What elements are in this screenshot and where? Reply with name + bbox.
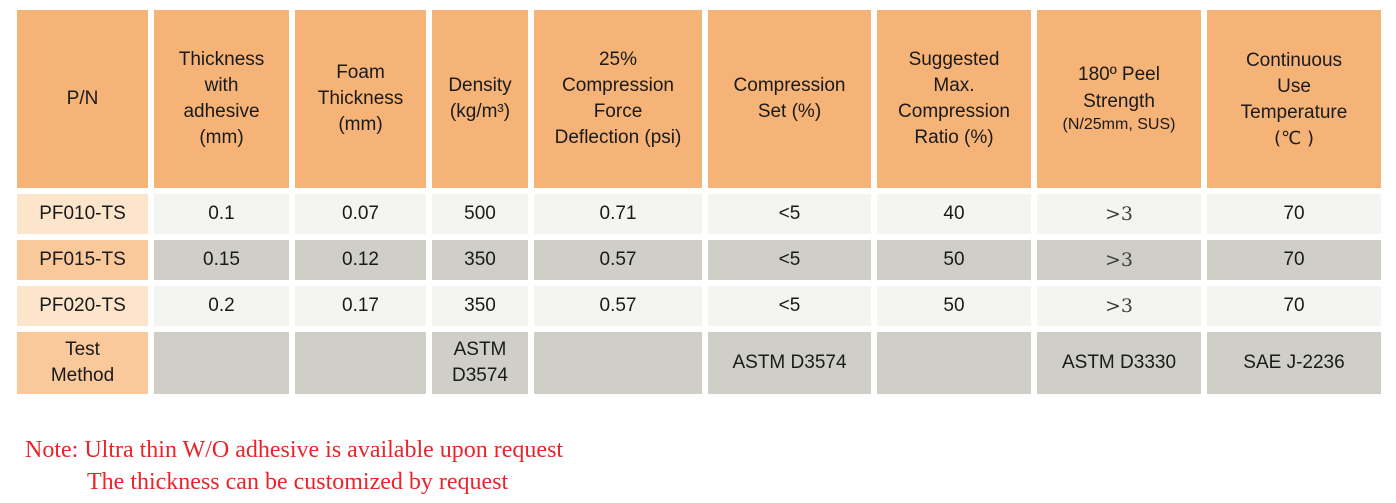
pn-cell: PF010-TS xyxy=(17,194,148,234)
cell-density: 350 xyxy=(432,286,528,326)
cell-max-compression-ratio: 50 xyxy=(877,240,1031,280)
cell-test-peel-strength: ASTM D3330 xyxy=(1037,332,1201,394)
cell-test-max-compression-ratio xyxy=(877,332,1031,394)
col-header-peel-strength: 180º Peel Strength (N/25mm, SUS) xyxy=(1037,10,1201,188)
cell-compression-set: <5 xyxy=(708,286,871,326)
cell-peel-strength: >3 xyxy=(1037,240,1201,280)
col-header-pn: P/N xyxy=(17,10,148,188)
col-header-thickness-with-adhesive: Thickness with adhesive (mm) xyxy=(154,10,289,188)
col-header-max-compression-ratio: Suggested Max. Compression Ratio (%) xyxy=(877,10,1031,188)
col-header-continuous-use-temperature: Continuous Use Temperature (℃ ) xyxy=(1207,10,1381,188)
cell-cfd: 0.57 xyxy=(534,286,702,326)
cell-foam-thickness: 0.12 xyxy=(295,240,426,280)
col-header-label: Foam Thickness (mm) xyxy=(317,61,404,136)
col-header-label: Suggested Max. Compression Ratio (%) xyxy=(898,48,1010,149)
spec-table: P/N Thickness with adhesive (mm) Foam Th… xyxy=(11,4,1387,400)
pn-cell: PF020-TS xyxy=(17,286,148,326)
col-header-label: 25% Compression Force Deflection (psi) xyxy=(554,48,682,149)
pn-cell: PF015-TS xyxy=(17,240,148,280)
cell-foam-thickness: 0.17 xyxy=(295,286,426,326)
cell-temperature: 70 xyxy=(1207,194,1381,234)
table-row-pf015: PF015-TS 0.15 0.12 350 0.57 <5 50 >3 70 xyxy=(17,240,1381,280)
cell-foam-thickness: 0.07 xyxy=(295,194,426,234)
cell-test-density: ASTM D3574 xyxy=(432,332,528,394)
cell-test-temperature: SAE J-2236 xyxy=(1207,332,1381,394)
cell-test-compression-set: ASTM D3574 xyxy=(708,332,871,394)
test-method-label: Test Method xyxy=(17,332,148,394)
cell-cfd: 0.71 xyxy=(534,194,702,234)
table-row-pf010: PF010-TS 0.1 0.07 500 0.71 <5 40 >3 70 xyxy=(17,194,1381,234)
cell-max-compression-ratio: 40 xyxy=(877,194,1031,234)
cell-test-cfd xyxy=(534,332,702,394)
cell-max-compression-ratio: 50 xyxy=(877,286,1031,326)
col-header-label: Density (kg/m³) xyxy=(448,74,512,122)
cell-temperature: 70 xyxy=(1207,240,1381,280)
cell-test-foam-thickness xyxy=(295,332,426,394)
cell-density: 500 xyxy=(432,194,528,234)
header-row: P/N Thickness with adhesive (mm) Foam Th… xyxy=(17,10,1381,188)
cell-cfd: 0.57 xyxy=(534,240,702,280)
cell-test-thickness xyxy=(154,332,289,394)
cell-thickness: 0.1 xyxy=(154,194,289,234)
note-line-2: The thickness can be customized by reque… xyxy=(87,469,509,496)
cell-compression-set: <5 xyxy=(708,194,871,234)
note-block: Note: Ultra thin W/O adhesive is availab… xyxy=(25,434,563,499)
col-header-label: Compression Set (%) xyxy=(733,74,846,122)
col-header-sublabel: (℃ ) xyxy=(1274,127,1314,149)
col-header-label: 180º Peel Strength xyxy=(1078,64,1160,112)
table-row-pf020: PF020-TS 0.2 0.17 350 0.57 <5 50 >3 70 xyxy=(17,286,1381,326)
cell-peel-strength: >3 xyxy=(1037,194,1201,234)
cell-thickness: 0.15 xyxy=(154,240,289,280)
col-header-compression-force-deflection: 25% Compression Force Deflection (psi) xyxy=(534,10,702,188)
col-header-label: P/N xyxy=(66,87,99,109)
col-header-compression-set: Compression Set (%) xyxy=(708,10,871,188)
cell-peel-strength: >3 xyxy=(1037,286,1201,326)
cell-density: 350 xyxy=(432,240,528,280)
cell-thickness: 0.2 xyxy=(154,286,289,326)
table-row-test-method: Test Method ASTM D3574 ASTM D3574 ASTM D… xyxy=(17,332,1381,394)
col-header-density: Density (kg/m³) xyxy=(432,10,528,188)
col-header-sublabel: (N/25mm, SUS) xyxy=(1062,115,1176,133)
col-header-label: Thickness with adhesive (mm) xyxy=(178,48,265,149)
col-header-foam-thickness: Foam Thickness (mm) xyxy=(295,10,426,188)
col-header-label: Continuous Use Temperature xyxy=(1240,49,1348,124)
cell-compression-set: <5 xyxy=(708,240,871,280)
cell-temperature: 70 xyxy=(1207,286,1381,326)
note-line-1: Note: Ultra thin W/O adhesive is availab… xyxy=(25,437,564,463)
